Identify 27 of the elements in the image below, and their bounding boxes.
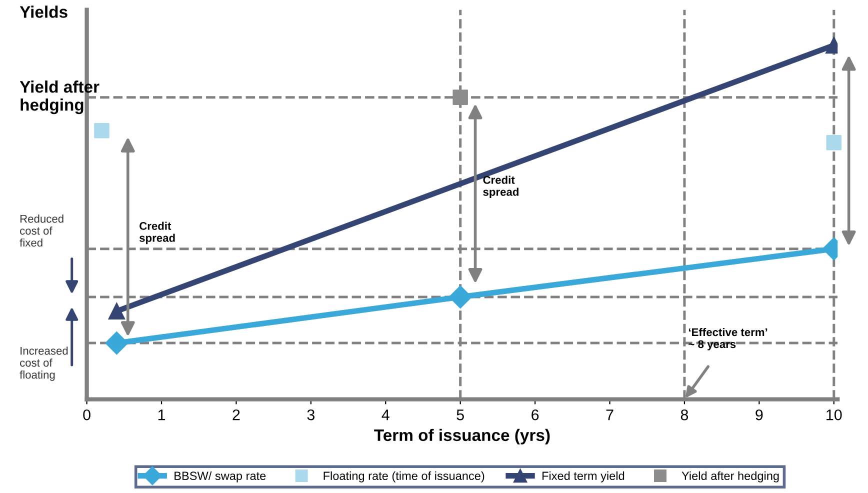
annotation: Credit spread [483, 176, 518, 198]
x-tick-label: 9 [756, 409, 763, 420]
x-tick-label: 5 [456, 410, 464, 420]
y-axis-title: Yields [20, 6, 68, 18]
point [105, 332, 128, 355]
point [94, 122, 110, 138]
x-tick-label: 0 [83, 409, 90, 420]
x-tick-label: 1 [158, 410, 166, 420]
x-tick-label: 3 [307, 409, 315, 420]
legend-label: Yield after hedging [682, 471, 779, 482]
x-tick-label: 4 [382, 410, 390, 420]
legend-label: BBSW/ swap rate [174, 471, 266, 482]
x-tick-label: 10 [826, 409, 842, 420]
annotation: Credit spread [139, 222, 175, 244]
annotation: ‘Effective term’ ~ 8 years [688, 328, 768, 350]
point [448, 286, 472, 309]
point [452, 90, 468, 105]
ref-line-label: Increased cost of floating [20, 346, 68, 381]
legend-label: Floating rate (time of issuance) [324, 471, 484, 482]
ref-line-label: Yield after hedging [20, 80, 100, 114]
x-tick-label: 6 [532, 409, 539, 420]
x-tick-label: 7 [606, 410, 614, 420]
x-tick-label: 2 [232, 409, 240, 420]
x-tick-label: 8 [680, 409, 688, 420]
ref-line-label: Reduced cost of fixed [20, 214, 64, 247]
legend-label: Fixed term yield [542, 471, 624, 482]
x-axis-title: Term of issuance (yrs) [374, 428, 550, 444]
